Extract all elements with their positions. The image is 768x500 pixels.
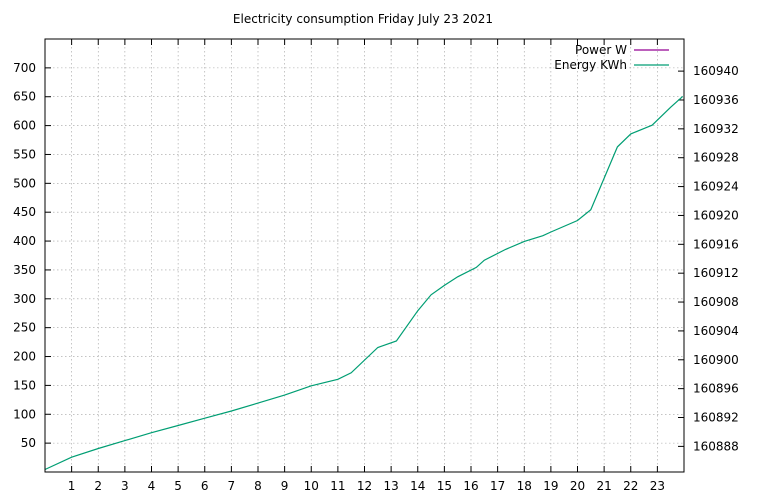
x-tick-label: 2 bbox=[94, 479, 102, 493]
y-tick-label: 700 bbox=[13, 61, 36, 75]
y2-tick-label: 160896 bbox=[693, 382, 739, 396]
legend-label-energy-kwh: Energy KWh bbox=[554, 58, 627, 72]
y-tick-label: 550 bbox=[13, 147, 36, 161]
y-tick-label: 650 bbox=[13, 90, 36, 104]
x-tick-label: 23 bbox=[650, 479, 665, 493]
x-tick-label: 19 bbox=[543, 479, 558, 493]
x-tick-label: 8 bbox=[254, 479, 262, 493]
y2-tick-label: 160912 bbox=[693, 266, 739, 280]
x-tick-label: 20 bbox=[570, 479, 585, 493]
y-tick-label: 150 bbox=[13, 378, 36, 392]
series-lines bbox=[44, 95, 684, 471]
series-line-energy-kwh bbox=[44, 95, 684, 471]
y-tick-label: 250 bbox=[13, 321, 36, 335]
y-tick-label: 300 bbox=[13, 292, 36, 306]
x-tick-label: 14 bbox=[410, 479, 425, 493]
y-tick-label: 350 bbox=[13, 263, 36, 277]
y-tick-label: 450 bbox=[13, 205, 36, 219]
y2-tick-label: 160924 bbox=[693, 180, 739, 194]
y2-tick-label: 160916 bbox=[693, 237, 739, 251]
x-tick-label: 21 bbox=[596, 479, 611, 493]
y2-tick-label: 160892 bbox=[693, 411, 739, 425]
y2-tick-label: 160908 bbox=[693, 295, 739, 309]
x-tick-label: 22 bbox=[623, 479, 638, 493]
axis-ticks bbox=[45, 39, 684, 472]
x-tick-label: 11 bbox=[330, 479, 345, 493]
plot-frame bbox=[44, 38, 685, 473]
x-axis-tick-labels: 1 2 3 4 5 6 7 8 9 10 11 12 13 14 15 16 17 18 19 20 21 22 23 bbox=[68, 479, 665, 493]
chart-title: Electricity consumption Friday July 23 2… bbox=[233, 12, 493, 26]
x-tick-label: 17 bbox=[490, 479, 505, 493]
y2-tick-label: 160904 bbox=[693, 324, 739, 338]
y2-tick-label: 160888 bbox=[693, 439, 739, 453]
y-tick-label: 500 bbox=[13, 176, 36, 190]
x-tick-label: 1 bbox=[68, 479, 76, 493]
y-tick-label: 200 bbox=[13, 350, 36, 364]
legend-label-power-w: Power W bbox=[575, 43, 627, 57]
y-tick-label: 400 bbox=[13, 234, 36, 248]
x-tick-label: 12 bbox=[357, 479, 372, 493]
x-tick-label: 3 bbox=[121, 479, 129, 493]
x-tick-label: 16 bbox=[463, 479, 478, 493]
x-tick-label: 7 bbox=[228, 479, 236, 493]
x-tick-label: 13 bbox=[383, 479, 398, 493]
x-tick-label: 5 bbox=[174, 479, 182, 493]
y2-tick-label: 160920 bbox=[693, 208, 739, 222]
x-tick-label: 6 bbox=[201, 479, 209, 493]
y-tick-label: 600 bbox=[13, 119, 36, 133]
grid bbox=[45, 39, 684, 472]
x-tick-label: 15 bbox=[437, 479, 452, 493]
y2-tick-label: 160940 bbox=[693, 64, 739, 78]
y2-tick-label: 160900 bbox=[693, 353, 739, 367]
x-tick-label: 18 bbox=[517, 479, 532, 493]
y2-tick-label: 160932 bbox=[693, 122, 739, 136]
y-axis-tick-labels: 50 100 150 200 250 300 350 400 450 500 550 600 650 70… bbox=[13, 61, 36, 450]
x-tick-label: 10 bbox=[304, 479, 319, 493]
x-tick-label: 9 bbox=[281, 479, 289, 493]
x-tick-label: 4 bbox=[148, 479, 156, 493]
y-tick-label: 50 bbox=[21, 436, 36, 450]
y2-tick-label: 160936 bbox=[693, 93, 739, 107]
y2-tick-label: 160928 bbox=[693, 151, 739, 165]
y-tick-label: 100 bbox=[13, 407, 36, 421]
y2-axis-tick-labels: 160888 160892 160896 160900 160904 160908 1609… bbox=[693, 64, 739, 453]
